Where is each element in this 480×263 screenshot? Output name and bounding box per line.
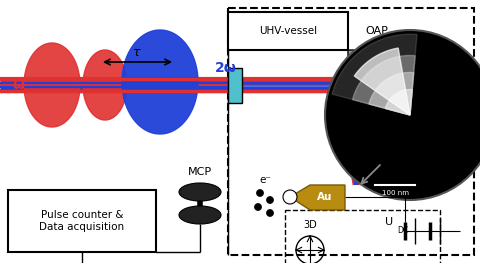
Text: Au: Au	[317, 192, 333, 202]
Bar	[228, 8, 474, 255]
Circle shape	[325, 30, 480, 200]
Polygon shape	[83, 50, 127, 120]
Polygon shape	[24, 43, 80, 127]
Ellipse shape	[179, 183, 221, 201]
Text: 2ω: 2ω	[215, 61, 237, 75]
Text: 100 nm: 100 nm	[382, 190, 408, 196]
Bar	[285, 210, 440, 263]
Circle shape	[283, 190, 297, 204]
Text: OAP: OAP	[365, 26, 388, 36]
Text: e⁻: e⁻	[259, 175, 271, 185]
Circle shape	[266, 210, 274, 216]
Polygon shape	[352, 55, 415, 115]
Ellipse shape	[179, 206, 221, 224]
Bar	[228, 12, 348, 50]
Text: Pulse counter &
Data acquisition: Pulse counter & Data acquisition	[39, 210, 125, 232]
Circle shape	[266, 196, 274, 204]
Circle shape	[254, 204, 262, 210]
Polygon shape	[369, 73, 414, 115]
Polygon shape	[122, 30, 198, 134]
Polygon shape	[332, 34, 417, 115]
Polygon shape	[385, 89, 412, 115]
Text: 3D: 3D	[303, 220, 317, 230]
Polygon shape	[290, 185, 345, 210]
Text: U: U	[385, 217, 393, 227]
Text: MCP: MCP	[188, 167, 212, 177]
Text: τ: τ	[133, 45, 141, 58]
Bar	[8, 190, 156, 252]
Polygon shape	[354, 48, 410, 115]
Bar	[228, 68, 242, 103]
Text: ω: ω	[12, 78, 24, 92]
Polygon shape	[348, 50, 368, 100]
Circle shape	[256, 190, 264, 196]
Text: UHV-vessel: UHV-vessel	[259, 26, 317, 36]
Text: DC: DC	[397, 226, 408, 235]
